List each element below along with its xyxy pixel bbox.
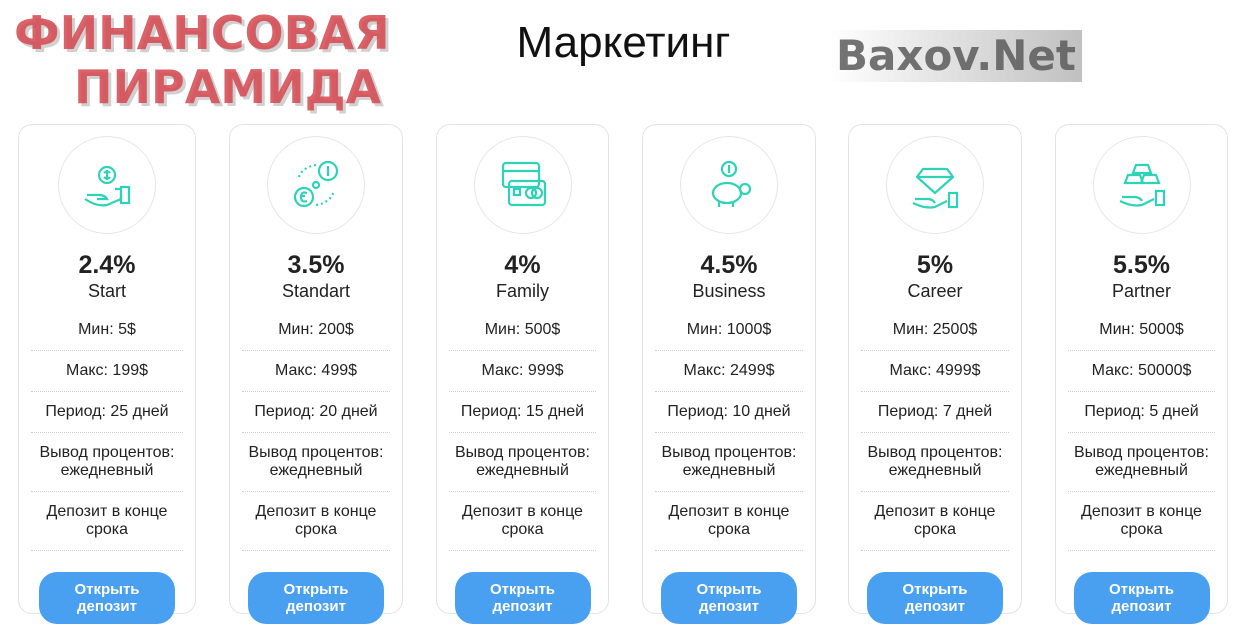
icon-circle xyxy=(473,136,572,234)
plan-payout: Вывод процентов: ежедневный xyxy=(449,433,596,492)
plan-percent: 2.4% xyxy=(78,251,136,279)
bank-cards-icon xyxy=(501,161,546,207)
watermark-logo: Baxov.Net xyxy=(830,30,1082,82)
open-deposit-button[interactable]: Открыть депозит xyxy=(454,572,591,624)
plan-period: Период: 10 дней xyxy=(655,392,803,433)
open-deposit-button[interactable]: Открыть депозит xyxy=(39,572,175,624)
open-deposit-button[interactable]: Открыть депозит xyxy=(867,572,1003,624)
icon-circle xyxy=(58,136,156,234)
plan-min: Мин: 1000$ xyxy=(655,310,803,351)
plan-min: Мин: 5$ xyxy=(31,310,183,351)
plan-min: Мин: 5000$ xyxy=(1068,310,1215,351)
plan-name: Partner xyxy=(1111,281,1172,301)
icon-circle xyxy=(886,136,984,234)
plan-max: Макс: 999$ xyxy=(449,351,596,392)
stamp-line-2: ПИРАМИДА xyxy=(74,60,382,114)
plan-max: Макс: 199$ xyxy=(31,351,183,392)
plan-max: Макс: 50000$ xyxy=(1068,351,1215,392)
page-title: Маркетинг xyxy=(516,18,731,67)
plan-payout: Вывод процентов: ежедневный xyxy=(1068,433,1215,492)
plan-max: Макс: 2499$ xyxy=(655,351,803,392)
plan-period: Период: 15 дней xyxy=(449,392,596,433)
plan-deposit-return: Депозит в конце срока xyxy=(31,492,183,551)
plan-percent: 5.5% xyxy=(1113,251,1170,279)
plan-deposit-return: Депозит в конце срока xyxy=(861,492,1009,551)
plan-percent: 4.5% xyxy=(700,251,758,279)
icon-circle xyxy=(267,136,365,234)
plan-deposit-return: Депозит в конце срока xyxy=(242,492,390,551)
plan-name: Family xyxy=(496,281,549,301)
plan-deposit-return: Депозит в конце срока xyxy=(655,492,803,551)
plan-name: Standart xyxy=(281,281,351,301)
plan-card-start: 2.4% Start Мин: 5$ Макс: 199$ Период: 25… xyxy=(18,124,196,624)
plan-period: Период: 20 дней xyxy=(242,392,390,433)
icon-circle xyxy=(680,136,778,234)
plan-name: Start xyxy=(87,281,126,301)
open-deposit-button[interactable]: Открыть депозит xyxy=(1073,572,1210,624)
hand-coin-icon xyxy=(84,165,131,207)
plan-max: Макс: 499$ xyxy=(242,351,390,392)
pyramid-stamp: ФИНАНСОВАЯ ПИРАМИДА xyxy=(14,6,454,114)
plan-name: Business xyxy=(692,281,766,301)
stamp-line-1: ФИНАНСОВАЯ xyxy=(14,6,390,60)
plan-payout: Вывод процентов: ежедневный xyxy=(861,433,1009,492)
piggy-bank-icon xyxy=(711,160,752,207)
icon-circle xyxy=(1092,136,1191,234)
currency-exchange-icon xyxy=(293,160,339,208)
plan-card-business: 4.5% Business Мин: 1000$ Макс: 2499$ Пер… xyxy=(642,124,816,624)
plan-period: Период: 7 дней xyxy=(861,392,1009,433)
plan-min: Мин: 500$ xyxy=(449,310,596,351)
open-deposit-button[interactable]: Открыть депозит xyxy=(248,572,384,624)
plan-min: Мин: 2500$ xyxy=(861,310,1009,351)
plan-percent: 3.5% xyxy=(287,251,345,279)
plan-card-partner: 5.5% Partner Мин: 5000$ Макс: 50000$ Пер… xyxy=(1055,124,1228,624)
open-deposit-button[interactable]: Открыть депозит xyxy=(661,572,797,624)
plan-percent: 5% xyxy=(916,251,954,279)
plan-deposit-return: Депозит в конце срока xyxy=(1068,492,1215,551)
plan-card-family: 4% Family Мин: 500$ Макс: 999$ Период: 1… xyxy=(436,124,609,624)
plan-period: Период: 25 дней xyxy=(31,392,183,433)
gold-bars-hand-icon xyxy=(1119,163,1165,207)
plan-card-career: 5% Career Мин: 2500$ Макс: 4999$ Период:… xyxy=(848,124,1022,624)
plan-name: Career xyxy=(907,281,963,301)
plan-max: Макс: 4999$ xyxy=(861,351,1009,392)
plan-min: Мин: 200$ xyxy=(242,310,390,351)
plan-deposit-return: Депозит в конце срока xyxy=(449,492,596,551)
plan-payout: Вывод процентов: ежедневный xyxy=(655,433,803,492)
plan-period: Период: 5 дней xyxy=(1068,392,1215,433)
plan-payout: Вывод процентов: ежедневный xyxy=(31,433,183,492)
plan-percent: 4% xyxy=(504,251,541,279)
plan-payout: Вывод процентов: ежедневный xyxy=(242,433,390,492)
diamond-hand-icon xyxy=(912,167,959,209)
plan-card-standart: 3.5% Standart Мин: 200$ Макс: 499$ Перио… xyxy=(229,124,403,624)
